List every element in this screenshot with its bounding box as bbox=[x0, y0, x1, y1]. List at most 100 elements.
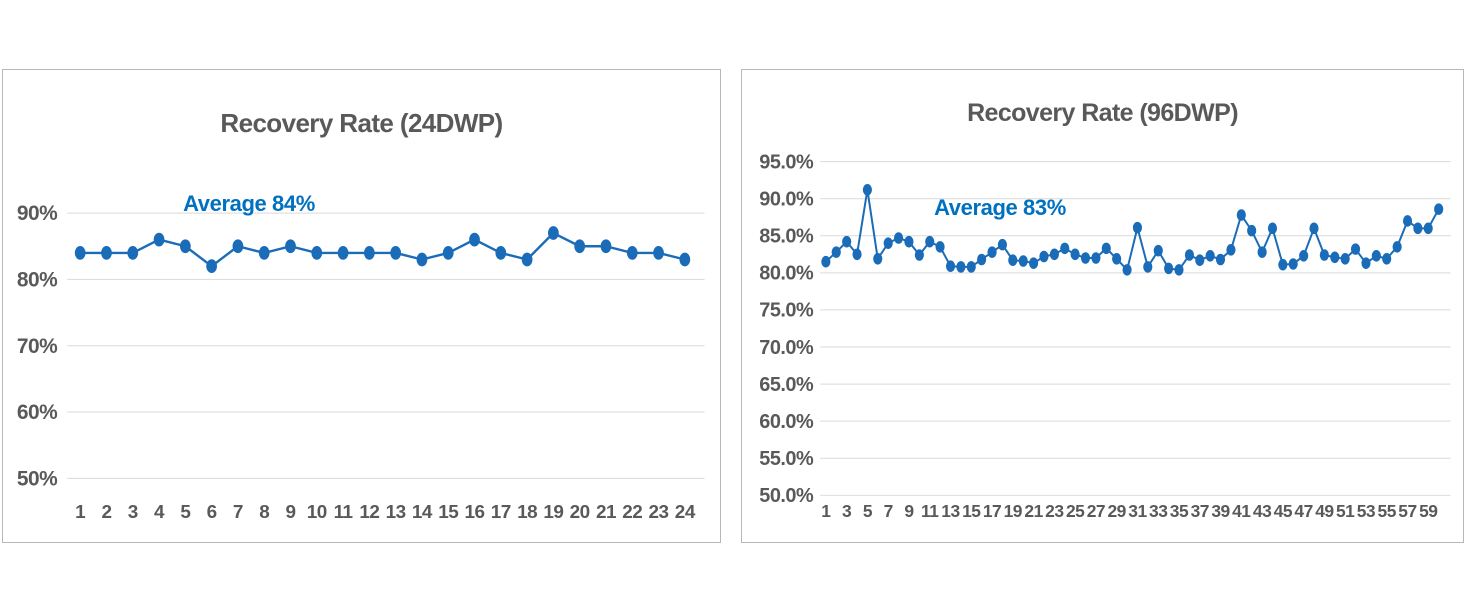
data-point-marker bbox=[1008, 254, 1018, 266]
data-point-marker bbox=[363, 246, 375, 260]
data-point-marker bbox=[1215, 253, 1226, 266]
data-point-marker bbox=[258, 246, 270, 260]
x-axis-label: 45 bbox=[1274, 501, 1293, 521]
data-point-marker bbox=[873, 253, 883, 265]
data-point-marker bbox=[153, 232, 165, 247]
y-axis-label: 95.0% bbox=[759, 151, 814, 173]
y-axis-label: 50.0% bbox=[759, 485, 814, 507]
x-axis-label: 29 bbox=[1107, 501, 1126, 521]
x-axis-label: 3 bbox=[842, 501, 852, 521]
x-axis-label: 53 bbox=[1357, 501, 1376, 521]
data-point-marker bbox=[1195, 254, 1205, 266]
data-point-marker bbox=[1101, 242, 1111, 255]
x-axis-label: 20 bbox=[570, 502, 590, 523]
y-axis-label: 90% bbox=[17, 202, 58, 225]
series-markers bbox=[821, 184, 1444, 276]
x-axis-label: 37 bbox=[1191, 501, 1209, 521]
data-point-marker bbox=[1330, 251, 1340, 264]
data-point-marker bbox=[997, 238, 1008, 251]
data-point-marker bbox=[977, 253, 987, 266]
data-point-marker bbox=[1070, 248, 1080, 261]
y-axis-label: 60% bbox=[17, 401, 58, 424]
data-point-marker bbox=[1392, 241, 1402, 253]
data-point-marker bbox=[179, 239, 191, 254]
x-axis-label: 4 bbox=[154, 502, 165, 523]
data-point-marker bbox=[1382, 253, 1392, 265]
data-point-marker bbox=[893, 232, 904, 244]
data-point-marker bbox=[626, 246, 638, 260]
chart-panel-24dwp: 90% 80% 70% 60% 50% 1 2 3 4 5 6 7 8 9 10 11 12 13 14 15 16 17… bbox=[2, 69, 721, 543]
data-point-marker bbox=[935, 241, 945, 253]
line-chart-96dwp: 95.0% 90.0% 85.0% 80.0% 75.0% 70.0% 65.0% 60.0%… bbox=[759, 151, 1451, 521]
x-axis-label: 2 bbox=[101, 502, 111, 523]
x-axis-label: 55 bbox=[1378, 501, 1397, 521]
y-axis-label: 60.0% bbox=[759, 411, 814, 433]
y-axis-label: 65.0% bbox=[759, 374, 814, 396]
data-point-marker bbox=[1112, 253, 1122, 265]
data-point-marker bbox=[1226, 244, 1236, 256]
average-annotation-96dwp: Average 83% bbox=[934, 195, 1066, 220]
gridlines bbox=[67, 212, 705, 479]
data-point-marker bbox=[337, 246, 349, 260]
x-axis-label: 27 bbox=[1087, 501, 1105, 521]
data-point-marker bbox=[1080, 252, 1091, 264]
data-point-marker bbox=[1299, 250, 1309, 262]
data-point-marker bbox=[1153, 244, 1163, 257]
x-axis-label: 5 bbox=[863, 501, 873, 521]
data-point-marker bbox=[1049, 248, 1059, 261]
chart-panel-96dwp: 95.0% 90.0% 85.0% 80.0% 75.0% 70.0% 65.0% 60.0%… bbox=[741, 69, 1464, 543]
data-point-marker bbox=[1309, 222, 1319, 235]
data-point-marker bbox=[469, 232, 480, 247]
x-axis-label: 17 bbox=[491, 502, 511, 523]
series-line bbox=[80, 231, 686, 268]
data-point-marker bbox=[1361, 257, 1371, 269]
x-axis-label: 14 bbox=[412, 502, 433, 523]
chart-title-96dwp: Recovery Rate (96DWP) bbox=[967, 99, 1238, 127]
y-axis-label: 80% bbox=[17, 269, 58, 292]
y-axis-tick-labels: 95.0% 90.0% 85.0% 80.0% 75.0% 70.0% 65.0% 60.0%… bbox=[759, 151, 814, 507]
x-axis-label: 15 bbox=[438, 502, 458, 523]
data-point-marker bbox=[1039, 250, 1049, 263]
data-point-marker bbox=[1413, 222, 1423, 235]
data-point-marker bbox=[390, 246, 402, 260]
x-axis-label: 9 bbox=[904, 501, 914, 521]
data-point-marker bbox=[842, 235, 852, 248]
y-axis-tick-labels: 90% 80% 70% 60% 50% bbox=[17, 202, 59, 490]
data-point-marker bbox=[831, 246, 841, 258]
data-point-marker bbox=[1402, 215, 1413, 227]
data-point-marker bbox=[1091, 252, 1101, 264]
x-axis-label: 8 bbox=[259, 502, 269, 523]
data-point-marker bbox=[1278, 258, 1288, 271]
data-point-marker bbox=[101, 246, 112, 260]
data-point-marker bbox=[904, 235, 914, 248]
x-axis-label: 1 bbox=[821, 501, 831, 521]
y-axis-label: 90.0% bbox=[759, 188, 814, 210]
x-axis-label: 59 bbox=[1419, 501, 1438, 521]
x-axis-label: 18 bbox=[517, 502, 537, 523]
data-point-marker bbox=[1018, 255, 1028, 267]
x-axis-label: 49 bbox=[1315, 501, 1334, 521]
x-axis-tick-labels: 1 3 5 7 9 11 13 15 17 19 21 23 25 27 29 31 33 35 37 39 41 43 4… bbox=[821, 501, 1438, 521]
data-point-marker bbox=[1164, 262, 1174, 275]
data-point-marker bbox=[1340, 253, 1350, 265]
x-axis-label: 35 bbox=[1170, 501, 1189, 521]
x-axis-label: 1 bbox=[75, 502, 85, 523]
data-point-marker bbox=[1143, 261, 1153, 273]
data-point-marker bbox=[956, 261, 966, 273]
x-axis-label: 23 bbox=[1045, 501, 1064, 521]
data-point-marker bbox=[416, 252, 428, 267]
data-point-marker bbox=[206, 259, 218, 274]
x-axis-label: 6 bbox=[207, 502, 217, 523]
data-point-marker bbox=[127, 246, 139, 260]
data-point-marker bbox=[495, 246, 507, 260]
x-axis-label: 5 bbox=[180, 502, 190, 523]
data-point-marker bbox=[521, 252, 533, 267]
data-point-marker bbox=[285, 239, 296, 254]
x-axis-label: 12 bbox=[359, 502, 379, 523]
x-axis-label: 47 bbox=[1294, 501, 1312, 521]
data-point-marker bbox=[925, 235, 935, 248]
x-axis-label: 17 bbox=[983, 501, 1001, 521]
x-axis-label: 21 bbox=[596, 502, 616, 523]
data-point-marker bbox=[548, 226, 559, 240]
data-point-marker bbox=[1257, 246, 1267, 258]
